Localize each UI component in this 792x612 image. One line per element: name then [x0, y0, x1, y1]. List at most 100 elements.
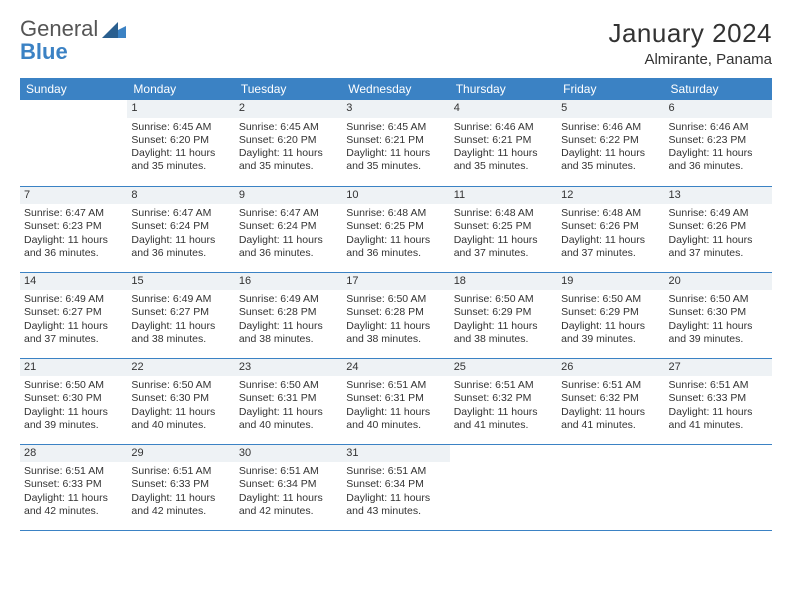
day-number: 31 — [342, 445, 449, 463]
day-number: 26 — [557, 359, 664, 377]
sunrise-text: Sunrise: 6:48 AM — [454, 207, 553, 220]
daylight-text: and 36 minutes. — [346, 247, 445, 260]
dow-wednesday: Wednesday — [342, 78, 449, 100]
daylight-text: Daylight: 11 hours — [24, 406, 123, 419]
day-number: 11 — [450, 187, 557, 205]
sunset-text: Sunset: 6:23 PM — [24, 220, 123, 233]
day-number: 14 — [20, 273, 127, 291]
sunrise-text: Sunrise: 6:50 AM — [454, 293, 553, 306]
dow-thursday: Thursday — [450, 78, 557, 100]
sunrise-text: Sunrise: 6:46 AM — [454, 121, 553, 134]
sunrise-text: Sunrise: 6:49 AM — [669, 207, 768, 220]
sunrise-text: Sunrise: 6:46 AM — [669, 121, 768, 134]
week-row: 14Sunrise: 6:49 AMSunset: 6:27 PMDayligh… — [20, 272, 772, 358]
sunrise-text: Sunrise: 6:47 AM — [24, 207, 123, 220]
daylight-text: Daylight: 11 hours — [131, 234, 230, 247]
day-number: 15 — [127, 273, 234, 291]
title-block: January 2024 Almirante, Panama — [608, 18, 772, 68]
day-cell: 31Sunrise: 6:51 AMSunset: 6:34 PMDayligh… — [342, 444, 449, 530]
sunrise-text: Sunrise: 6:51 AM — [561, 379, 660, 392]
sunrise-text: Sunrise: 6:51 AM — [24, 465, 123, 478]
day-cell: 19Sunrise: 6:50 AMSunset: 6:29 PMDayligh… — [557, 272, 664, 358]
sunset-text: Sunset: 6:20 PM — [131, 134, 230, 147]
day-cell: 11 Sunrise: 6:48 AMSunset: 6:25 PMDayligh… — [450, 186, 557, 272]
sunset-text: Sunset: 6:20 PM — [239, 134, 338, 147]
daylight-text: and 41 minutes. — [454, 419, 553, 432]
day-number: 19 — [557, 273, 664, 291]
week-row: 7 Sunrise: 6:47 AMSunset: 6:23 PM Daylight… — [20, 186, 772, 272]
daylight-text: Daylight: 11 hours — [131, 406, 230, 419]
day-cell: 30Sunrise: 6:51 AMSunset: 6:34 PMDayligh… — [235, 444, 342, 530]
sunrise-text: Sunrise: 6:50 AM — [131, 379, 230, 392]
day-number: 30 — [235, 445, 342, 463]
sunset-text: Sunset: 6:30 PM — [131, 392, 230, 405]
sunset-text: Sunset: 6:30 PM — [669, 306, 768, 319]
sunset-text: Sunset: 6:27 PM — [24, 306, 123, 319]
sunrise-text: Sunrise: 6:48 AM — [561, 207, 660, 220]
day-number: 8 — [127, 187, 234, 205]
sunrise-text: Sunrise: 6:49 AM — [24, 293, 123, 306]
daylight-text: and 39 minutes. — [669, 333, 768, 346]
logo-text-1: General — [20, 16, 98, 41]
daylight-text: Daylight: 11 hours — [239, 320, 338, 333]
daylight-text: and 40 minutes. — [239, 419, 338, 432]
sunrise-text: Sunrise: 6:49 AM — [239, 293, 338, 306]
sunrise-text: Sunrise: 6:50 AM — [24, 379, 123, 392]
day-number: 23 — [235, 359, 342, 377]
daylight-text: Daylight: 11 hours — [239, 406, 338, 419]
daylight-text: Daylight: 11 hours — [239, 234, 338, 247]
daylight-text: and 36 minutes. — [669, 160, 768, 173]
daylight-text: Daylight: 11 hours — [131, 492, 230, 505]
day-cell: 6Sunrise: 6:46 AMSunset: 6:23 PMDaylight… — [665, 100, 772, 186]
day-cell: 4Sunrise: 6:46 AMSunset: 6:21 PMDaylight… — [450, 100, 557, 186]
daylight-text: and 42 minutes. — [24, 505, 123, 518]
daylight-text: Daylight: 11 hours — [239, 147, 338, 160]
dow-sunday: Sunday — [20, 78, 127, 100]
sunset-text: Sunset: 6:21 PM — [346, 134, 445, 147]
sunrise-text: Sunrise: 6:50 AM — [561, 293, 660, 306]
sunset-text: Sunset: 6:33 PM — [131, 478, 230, 491]
day-cell: 3Sunrise: 6:45 AMSunset: 6:21 PMDaylight… — [342, 100, 449, 186]
daylight-text: and 35 minutes. — [346, 160, 445, 173]
day-number: 27 — [665, 359, 772, 377]
sunset-text: Sunset: 6:32 PM — [561, 392, 660, 405]
day-number: 25 — [450, 359, 557, 377]
sunrise-text: Sunrise: 6:51 AM — [346, 379, 445, 392]
dow-tuesday: Tuesday — [235, 78, 342, 100]
sunset-text: Sunset: 6:25 PM — [454, 220, 553, 233]
day-cell: 27Sunrise: 6:51 AMSunset: 6:33 PMDayligh… — [665, 358, 772, 444]
sunrise-text: Sunrise: 6:51 AM — [669, 379, 768, 392]
daylight-text: Daylight: 11 hours — [561, 147, 660, 160]
daylight-text: and 43 minutes. — [346, 505, 445, 518]
week-row: 28Sunrise: 6:51 AMSunset: 6:33 PMDayligh… — [20, 444, 772, 530]
daylight-text: Daylight: 11 hours — [454, 147, 553, 160]
day-number: 7 — [20, 187, 127, 205]
sunrise-text: Sunrise: 6:48 AM — [346, 207, 445, 220]
daylight-text: and 37 minutes. — [454, 247, 553, 260]
day-cell: 17Sunrise: 6:50 AMSunset: 6:28 PMDayligh… — [342, 272, 449, 358]
daylight-text: and 36 minutes. — [239, 247, 338, 260]
daylight-text: and 37 minutes. — [669, 247, 768, 260]
sunset-text: Sunset: 6:32 PM — [454, 392, 553, 405]
day-cell: 1Sunrise: 6:45 AMSunset: 6:20 PMDaylight… — [127, 100, 234, 186]
day-cell: 23Sunrise: 6:50 AMSunset: 6:31 PMDayligh… — [235, 358, 342, 444]
daylight-text: Daylight: 11 hours — [669, 320, 768, 333]
daylight-text: and 38 minutes. — [131, 333, 230, 346]
daylight-text: and 35 minutes. — [454, 160, 553, 173]
daylight-text: Daylight: 11 hours — [454, 234, 553, 247]
week-row: 1Sunrise: 6:45 AMSunset: 6:20 PMDaylight… — [20, 100, 772, 186]
dow-friday: Friday — [557, 78, 664, 100]
day-number: 28 — [20, 445, 127, 463]
daylight-text: Daylight: 11 hours — [24, 492, 123, 505]
sunset-text: Sunset: 6:22 PM — [561, 134, 660, 147]
sunset-text: Sunset: 6:21 PM — [454, 134, 553, 147]
daylight-text: Daylight: 11 hours — [561, 406, 660, 419]
sunrise-text: Sunrise: 6:51 AM — [239, 465, 338, 478]
day-cell — [665, 444, 772, 530]
daylight-text: Daylight: 11 hours — [346, 492, 445, 505]
sunset-text: Sunset: 6:34 PM — [346, 478, 445, 491]
daylight-text: and 38 minutes. — [454, 333, 553, 346]
sunrise-text: Sunrise: 6:49 AM — [131, 293, 230, 306]
daylight-text: Daylight: 11 hours — [346, 147, 445, 160]
day-number: 16 — [235, 273, 342, 291]
